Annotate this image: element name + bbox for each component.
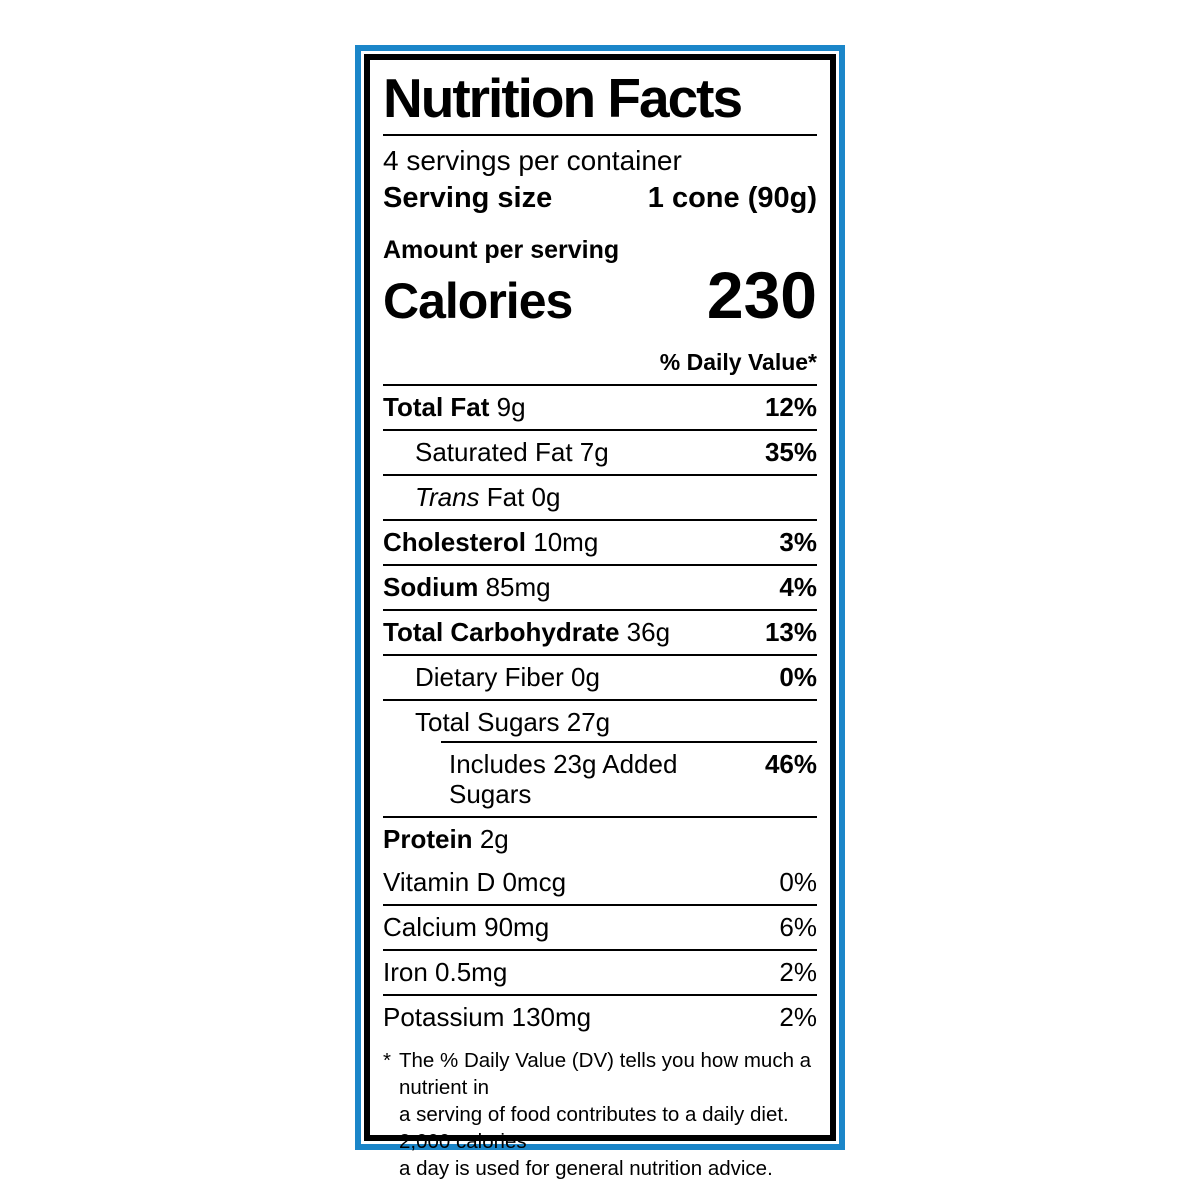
nutrient-label: Trans Fat 0g — [415, 482, 561, 513]
nutrient-row: Protein 2g — [383, 816, 817, 861]
nutrition-facts-label: Nutrition Facts 4 servings per container… — [364, 54, 836, 1180]
nutrient-amount: Fat 0g — [486, 482, 561, 513]
nutrient-amount: 85mg — [485, 571, 551, 602]
nutrient-label: Total Carbohydrate 36g — [383, 616, 671, 648]
nutrient-daily-value: 46% — [764, 749, 817, 780]
vitamin-name: Iron 0.5mg — [383, 956, 508, 987]
label-frame: Nutrition Facts 4 servings per container… — [355, 45, 845, 1180]
nutrient-row: Includes 23g Added Sugars 46% — [383, 741, 817, 816]
nutrient-row: Saturated Fat 7g 35% — [383, 429, 817, 474]
nutrient-row: Total Sugars 27g — [383, 698, 817, 744]
nutrient-amount: Total Sugars 27g — [415, 706, 611, 737]
nutrient-amount: 2g — [479, 824, 509, 855]
nutrient-name: Protein — [383, 824, 473, 855]
serving-size-row: Serving size 1 cone (90g) — [383, 178, 817, 225]
calories-value: 230 — [706, 258, 817, 333]
nutrient-daily-value: 0% — [779, 661, 817, 692]
serving-size-label: Serving size — [383, 181, 553, 214]
vitamin-daily-value: 2% — [779, 1001, 817, 1032]
nutrient-rows: Total Fat 9g 12% Saturated Fat 7g 35% Trans … — [383, 386, 817, 861]
vitamin-row: Vitamin D 0mcg 0% — [383, 861, 817, 904]
nutrient-daily-value: 4% — [779, 571, 817, 602]
nutrient-daily-value: 35% — [764, 437, 817, 468]
nutrient-name: Total Carbohydrate — [383, 616, 620, 647]
nutrient-row: Dietary Fiber 0g 0% — [383, 653, 817, 699]
vitamin-row: Calcium 90mg 6% — [383, 903, 817, 949]
nutrient-amount: 10mg — [533, 526, 599, 557]
calories-label: Calories — [383, 273, 573, 330]
calories-row: Calories 230 — [383, 258, 817, 340]
footnote: * The % Daily Value (DV) tells you how m… — [383, 1039, 817, 1182]
serving-size-value: 1 cone (90g) — [647, 181, 817, 214]
nutrient-label: Sodium 85mg — [383, 571, 551, 603]
nutrient-amount: Includes 23g Added Sugars — [449, 749, 678, 810]
vitamin-row: Potassium 130mg 2% — [383, 993, 817, 1039]
nutrient-label: Total Sugars 27g — [415, 706, 611, 738]
vitamin-daily-value: 6% — [779, 911, 817, 942]
vitamin-name: Potassium 130mg — [383, 1001, 592, 1032]
label-title: Nutrition Facts — [383, 69, 817, 137]
nutrient-label: Cholesterol 10mg — [383, 526, 599, 558]
nutrient-amount: Saturated Fat 7g — [415, 437, 609, 468]
nutrient-amount: 36g — [626, 616, 671, 647]
nutrient-label: Includes 23g Added Sugars — [449, 749, 765, 810]
nutrient-label: Total Fat 9g — [383, 392, 526, 423]
vitamin-name: Vitamin D 0mcg — [383, 867, 567, 898]
nutrient-amount: 9g — [496, 392, 526, 423]
vitamin-daily-value: 0% — [779, 867, 817, 898]
nutrient-name: Total Fat — [383, 392, 490, 423]
vitamin-rows: Vitamin D 0mcg 0% Calcium 90mg 6% Iron 0.5mg… — [383, 861, 817, 1039]
footnote-asterisk: * — [383, 1048, 391, 1072]
nutrient-daily-value: 3% — [779, 526, 817, 557]
nutrient-label: Saturated Fat 7g — [415, 437, 609, 468]
nutrient-row: Trans Fat 0g — [383, 474, 817, 519]
nutrient-amount: Dietary Fiber 0g — [415, 661, 600, 692]
nutrient-label: Dietary Fiber 0g — [415, 661, 600, 693]
servings-per-container: 4 servings per container — [383, 145, 682, 177]
nutrient-daily-value: 13% — [764, 616, 817, 647]
footnote-text: The % Daily Value (DV) tells you how muc… — [399, 1048, 812, 1180]
nutrient-row: Total Carbohydrate 36g 13% — [383, 608, 817, 654]
nutrient-name: Sodium — [383, 571, 479, 602]
amount-per-serving-label: Amount per serving — [383, 235, 620, 264]
vitamin-name: Calcium 90mg — [383, 911, 550, 942]
vitamin-daily-value: 2% — [779, 956, 817, 987]
nutrient-label: Protein 2g — [383, 824, 509, 855]
nutrient-daily-value: 12% — [764, 392, 817, 423]
vitamin-row: Iron 0.5mg 2% — [383, 948, 817, 994]
nutrient-name-italic: Trans — [415, 482, 480, 513]
nutrient-name: Cholesterol — [383, 526, 527, 557]
nutrient-row: Cholesterol 10mg 3% — [383, 518, 817, 564]
nutrient-row: Total Fat 9g 12% — [383, 386, 817, 429]
nutrient-row: Sodium 85mg 4% — [383, 563, 817, 609]
daily-value-header: % Daily Value* — [383, 340, 817, 387]
